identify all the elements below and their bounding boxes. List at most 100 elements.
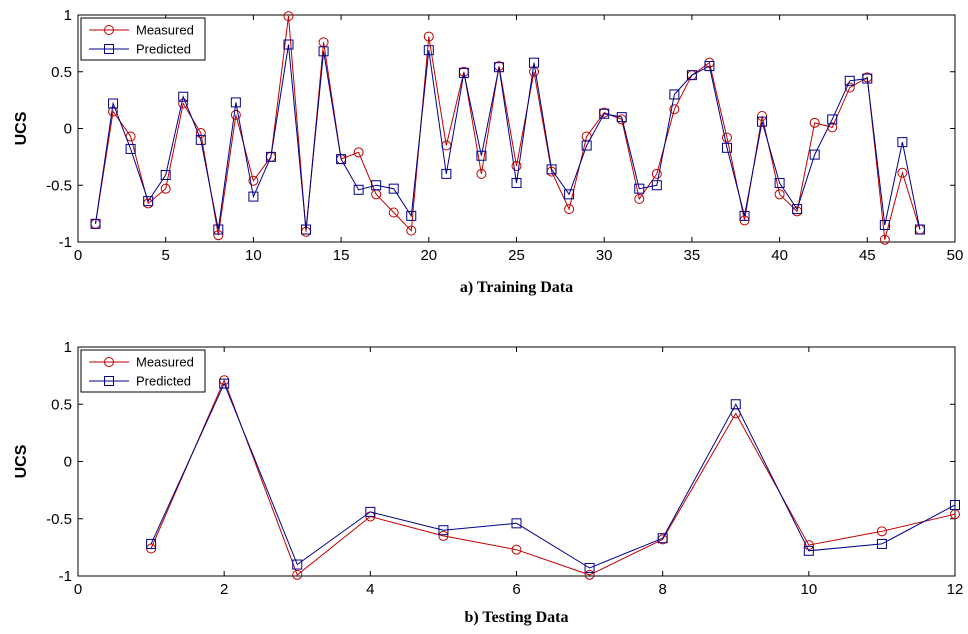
y-axis-label: UCS: [13, 444, 30, 478]
data-point-measured: [213, 230, 224, 241]
legend-entry-measured: Measured: [89, 355, 194, 370]
data-point-predicted: [730, 399, 741, 410]
data-point-predicted: [529, 57, 540, 68]
data-point-predicted: [365, 506, 376, 517]
series-predicted: [90, 39, 925, 235]
legend: Measured Predicted: [80, 349, 206, 393]
data-point-predicted: [213, 224, 224, 235]
x-tick-label: 45: [859, 247, 876, 264]
data-point-measured: [406, 225, 417, 236]
chart-2: 0 2 4 6 8 10 12 -1 -0.5 0 0.5 1 b) Testing Data UCS Me…: [13, 339, 963, 626]
x-tick-label: 30: [596, 247, 613, 264]
data-point-predicted: [90, 218, 101, 229]
data-point-measured: [803, 540, 814, 551]
data-point-predicted: [458, 67, 469, 78]
y-tick-label: -0.5: [46, 511, 72, 528]
data-point-predicted: [265, 151, 276, 162]
legend-marker-square: [104, 376, 114, 386]
legend-box: [80, 17, 206, 61]
data-point-predicted: [669, 89, 680, 100]
y-tick-label: 1: [64, 7, 72, 24]
data-point-measured: [669, 104, 680, 115]
plot-frame: [77, 346, 956, 577]
data-point-predicted: [406, 210, 417, 221]
data-point-measured: [879, 234, 890, 245]
legend: Measured Predicted: [80, 17, 206, 61]
legend-label: Measured: [136, 23, 194, 38]
data-point-predicted: [388, 183, 399, 194]
data-point-predicted: [739, 210, 750, 221]
data-point-predicted: [441, 168, 452, 179]
x-tick-label: 4: [366, 581, 374, 598]
x-tick-label: 0: [74, 247, 82, 264]
data-point-predicted: [230, 97, 241, 108]
data-point-measured: [476, 168, 487, 179]
data-point-predicted: [914, 224, 925, 235]
data-point-predicted: [876, 538, 887, 549]
data-point-measured: [388, 207, 399, 218]
data-point-predicted: [160, 170, 171, 181]
y-tick-label: -1: [59, 568, 72, 585]
data-point-predicted: [195, 134, 206, 145]
data-point-measured: [511, 160, 522, 171]
data-point-predicted: [721, 142, 732, 153]
data-point-predicted: [862, 73, 873, 84]
x-tick-label: 40: [771, 247, 788, 264]
data-point-predicted: [827, 114, 838, 125]
y-tick-label: 0: [64, 454, 72, 471]
data-point-measured: [178, 98, 189, 109]
data-point-predicted: [546, 164, 557, 175]
data-point-measured: [438, 530, 449, 541]
data-point-predicted: [371, 180, 382, 191]
x-tick-label: 25: [508, 247, 525, 264]
data-point-predicted: [809, 149, 820, 160]
legend-marker-square: [104, 44, 114, 54]
x-tick-label: 10: [245, 247, 262, 264]
legend-marker-circle: [104, 25, 114, 35]
data-point-predicted: [248, 191, 259, 202]
data-point-predicted: [879, 219, 890, 230]
x-tick-label: 20: [420, 247, 437, 264]
x-tick-label: 0: [74, 581, 82, 598]
series-line-measured: [95, 16, 921, 240]
legend-entry-measured: Measured: [89, 23, 194, 38]
data-point-predicted: [634, 183, 645, 194]
data-point-predicted: [564, 189, 575, 200]
data-point-predicted: [143, 196, 154, 207]
data-point-measured: [230, 109, 241, 120]
series-line-predicted: [150, 382, 956, 569]
data-point-predicted: [757, 116, 768, 127]
legend-entry-predicted: Predicted: [89, 42, 191, 57]
x-tick-label: 8: [658, 581, 666, 598]
y-tick-label: 0.5: [51, 64, 72, 81]
data-point-predicted: [584, 562, 595, 573]
data-point-measured: [844, 82, 855, 93]
data-point-predicted: [599, 108, 610, 119]
data-point-predicted: [511, 177, 522, 188]
data-point-predicted: [318, 46, 329, 57]
chart-1: 0 5 10 15 20 25 30 35 40 45 50 -1 -0.5 0 0.5 1 a) Traini…: [13, 7, 963, 296]
x-tick-label: 5: [162, 247, 170, 264]
x-tick-label: 35: [684, 247, 701, 264]
data-point-measured: [564, 204, 575, 215]
data-point-predicted: [844, 75, 855, 86]
x-tick-label: 15: [333, 247, 350, 264]
data-point-measured: [353, 147, 364, 158]
legend-label: Predicted: [136, 42, 191, 57]
series-predicted: [146, 378, 960, 573]
data-point-predicted: [511, 518, 522, 529]
data-point-measured: [283, 11, 294, 22]
data-point-predicted: [108, 98, 119, 109]
data-point-predicted: [792, 204, 803, 215]
x-tick-label: 6: [512, 581, 520, 598]
y-tick-label: -1: [59, 234, 72, 251]
data-point-measured: [757, 111, 768, 122]
legend-label: Measured: [136, 355, 194, 370]
data-point-measured: [774, 189, 785, 200]
data-point-predicted: [301, 224, 312, 235]
data-point-predicted: [353, 184, 364, 195]
data-point-predicted: [219, 378, 230, 389]
data-point-predicted: [476, 150, 487, 161]
data-point-predicted: [803, 545, 814, 556]
